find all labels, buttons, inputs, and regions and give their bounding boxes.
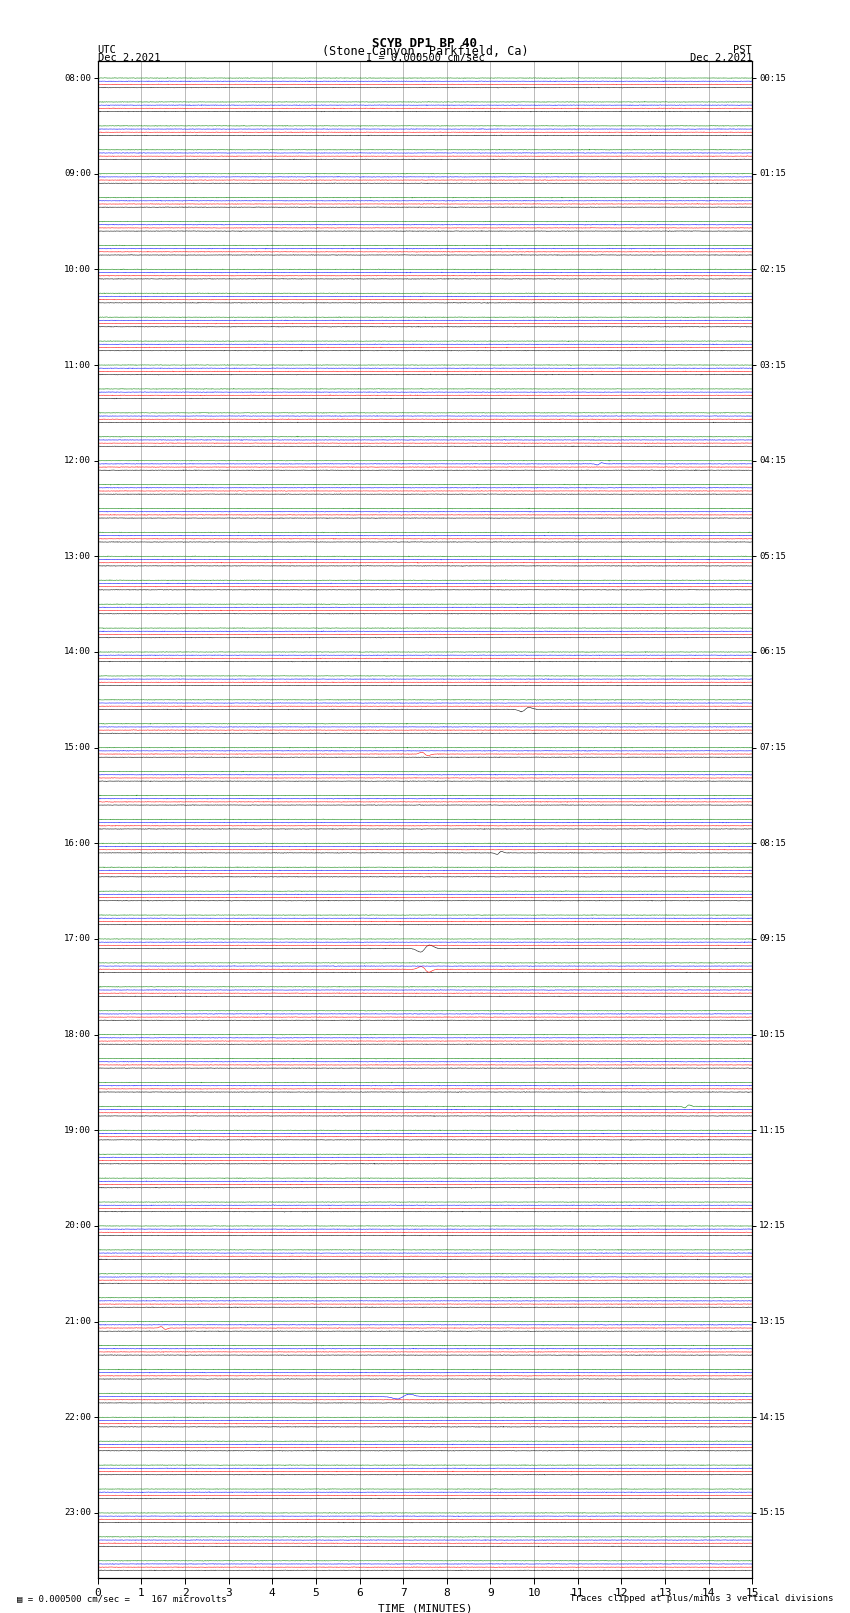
- Text: PST: PST: [734, 45, 752, 55]
- Text: UTC: UTC: [98, 45, 116, 55]
- Text: Dec 2,2021: Dec 2,2021: [689, 53, 752, 63]
- X-axis label: TIME (MINUTES): TIME (MINUTES): [377, 1603, 473, 1613]
- Text: (Stone Canyon, Parkfield, Ca): (Stone Canyon, Parkfield, Ca): [321, 45, 529, 58]
- Text: ▤ = 0.000500 cm/sec =    167 microvolts: ▤ = 0.000500 cm/sec = 167 microvolts: [17, 1594, 227, 1603]
- Text: I = 0.000500 cm/sec: I = 0.000500 cm/sec: [366, 53, 484, 63]
- Text: SCYB DP1 BP 40: SCYB DP1 BP 40: [372, 37, 478, 50]
- Text: Dec 2,2021: Dec 2,2021: [98, 53, 161, 63]
- Text: Traces clipped at plus/minus 3 vertical divisions: Traces clipped at plus/minus 3 vertical …: [570, 1594, 833, 1603]
